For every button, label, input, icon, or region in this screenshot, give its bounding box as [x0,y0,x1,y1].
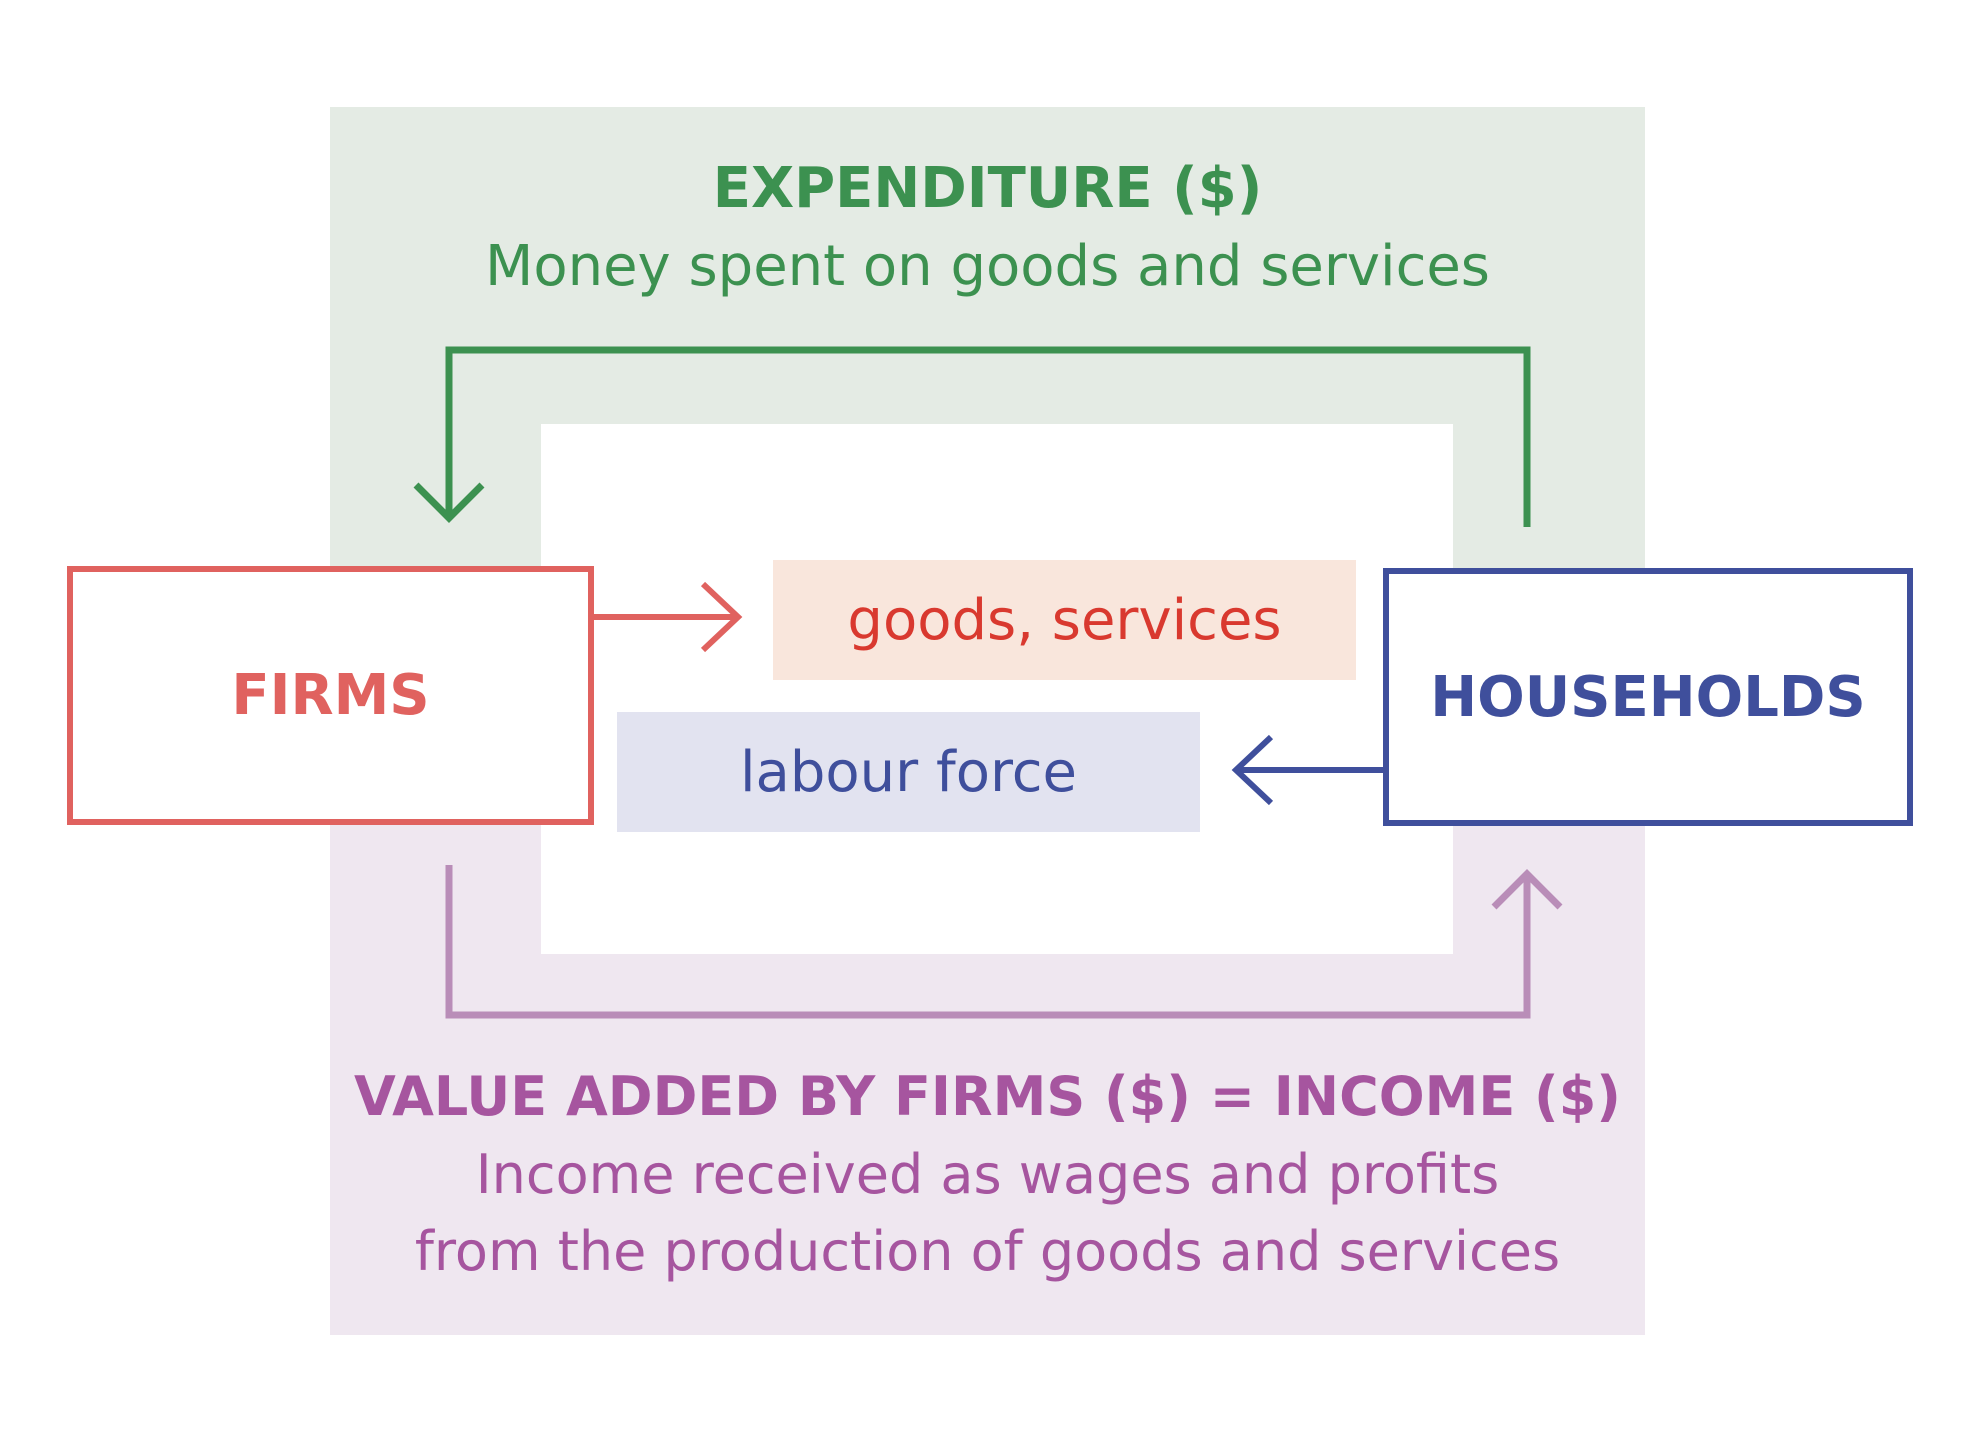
labour-force-tag: labour force [617,712,1200,832]
expenditure-arrow [445,346,1531,527]
income-arrow [445,865,1531,1019]
expenditure-title: EXPENDITURE ($) [712,156,1263,221]
labour-arrowhead-icon [1231,734,1274,806]
goods-services-tag: goods, services [773,560,1356,680]
labour-force-label: labour force [739,739,1077,805]
goods-arrowhead-icon [700,581,743,653]
goods-services-label: goods, services [847,587,1282,653]
income-arrowhead-icon [1491,869,1563,910]
inner-area [541,424,1453,954]
expenditure-subtitle: Money spent on goods and services [485,234,1490,299]
households-box: HOUSEHOLDS [1383,568,1913,826]
firms-label: FIRMS [231,663,430,728]
expenditure-arrowhead-icon [413,482,485,523]
households-label: HOUSEHOLDS [1430,664,1866,730]
income-subtitle-line1: Income received as wages and profits [475,1143,1500,1206]
income-title: VALUE ADDED BY FIRMS ($) = INCOME ($) [354,1065,1621,1128]
income-subtitle-line2: from the production of goods and service… [414,1220,1561,1283]
firms-box: FIRMS [67,566,594,825]
